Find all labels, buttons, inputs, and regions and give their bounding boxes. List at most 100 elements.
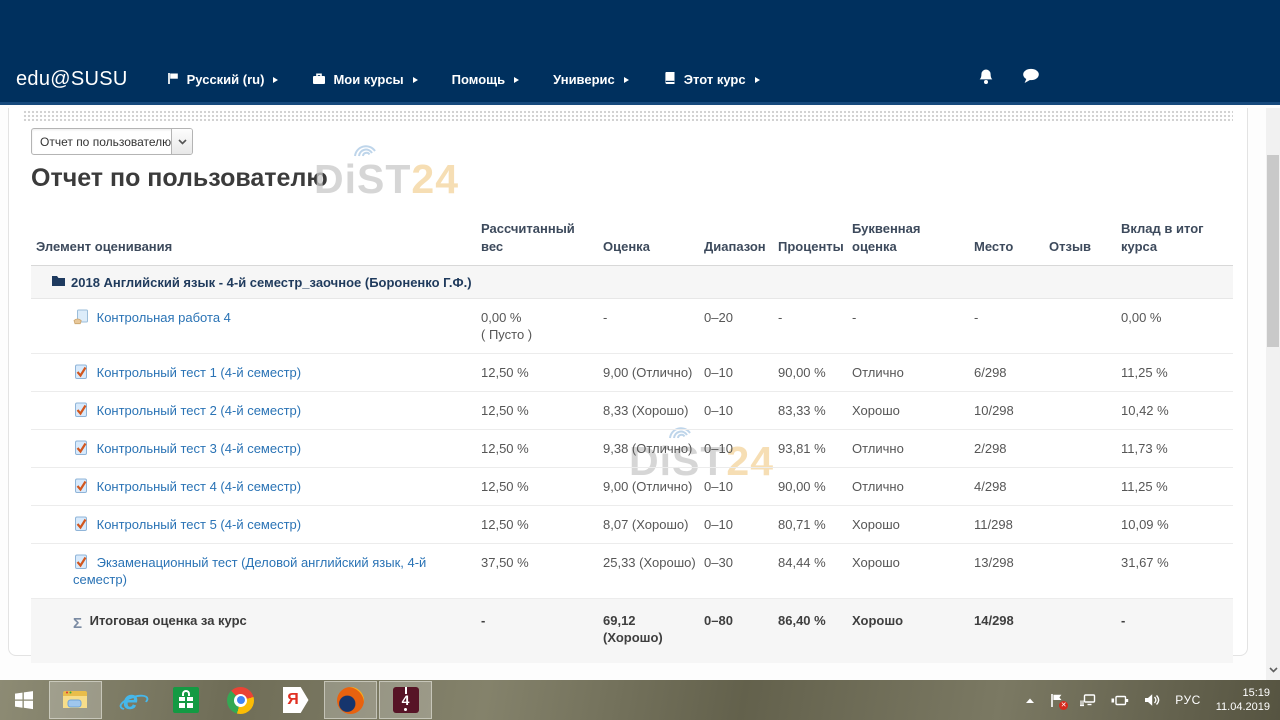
scrollbar-down-button[interactable] <box>1266 663 1280 677</box>
notifications-bell-icon[interactable] <box>978 68 994 90</box>
feedback-value <box>1049 506 1121 543</box>
signal-icon <box>354 145 376 157</box>
scrollbar-thumb[interactable] <box>1267 155 1279 347</box>
course-total-label: Итоговая оценка за курс <box>89 613 247 628</box>
letter-grade-value: Хорошо <box>852 403 900 418</box>
start-button[interactable] <box>1 681 47 719</box>
nav-univeris-menu[interactable]: Универис <box>536 64 646 95</box>
site-logo[interactable]: edu@SUSU <box>16 68 128 90</box>
grade-item-link[interactable]: Контрольная работа 4 <box>96 310 231 325</box>
weight-value: 12,50 % <box>481 365 529 380</box>
error-badge: ✕ <box>1059 700 1069 710</box>
quiz-icon <box>73 516 93 532</box>
table-row: Контрольный тест 3 (4-й семестр) 12,50 %… <box>31 430 1233 468</box>
contribution-value: 11,25 % <box>1121 365 1168 380</box>
internet-explorer-icon: e <box>122 685 139 715</box>
tray-time: 15:19 <box>1242 687 1270 699</box>
action-center-flag-icon[interactable]: ✕ <box>1050 693 1069 710</box>
firefox-icon <box>337 686 364 714</box>
grade-value: - <box>603 310 608 325</box>
contribution-value: - <box>1121 613 1126 628</box>
battery-icon[interactable] <box>1111 693 1129 708</box>
percent-value: 80,71 % <box>778 517 826 532</box>
vertical-scrollbar[interactable] <box>1266 108 1280 680</box>
quiz-icon <box>73 478 93 494</box>
chevron-down-icon <box>1268 667 1278 673</box>
file-explorer-icon <box>62 691 87 708</box>
messages-chat-icon[interactable] <box>1022 68 1040 90</box>
weight-value: 12,50 % <box>481 517 529 532</box>
taskbar-file-explorer[interactable] <box>49 681 102 719</box>
nav-univeris-label: Универис <box>553 72 615 87</box>
briefcase-icon <box>312 72 326 88</box>
range-value: 0–30 <box>704 555 733 570</box>
taskbar-microsoft-store[interactable] <box>159 681 212 719</box>
nav-help-menu[interactable]: Помощь <box>435 64 536 95</box>
rank-value: 4/298 <box>974 479 1007 494</box>
col-header-weight: Рассчитанный вес <box>481 221 575 254</box>
dotted-divider <box>23 110 1233 121</box>
col-header-contribution: Вклад в итог курса <box>1121 221 1204 254</box>
grade-value: 9,38 (Отлично) <box>603 441 693 456</box>
grade-item-link[interactable]: Контрольный тест 5 (4-й семестр) <box>96 517 302 532</box>
col-header-range: Диапазон <box>704 239 766 254</box>
letter-grade-value: Хорошо <box>852 613 904 628</box>
contribution-value: 11,25 % <box>1121 479 1168 494</box>
chrome-icon <box>227 686 254 714</box>
grade-item-link[interactable]: Контрольный тест 2 (4-й семестр) <box>96 403 302 418</box>
chevron-right-icon <box>623 76 629 83</box>
feedback-value <box>1049 468 1121 505</box>
assignment-icon <box>73 309 93 325</box>
report-type-select[interactable]: Отчет по пользователю <box>31 128 193 155</box>
language-indicator[interactable]: РУС <box>1175 693 1201 707</box>
table-row: Контрольный тест 1 (4-й семестр) 12,50 %… <box>31 354 1233 392</box>
grade-item-link[interactable]: Контрольный тест 1 (4-й семестр) <box>96 365 302 380</box>
grade-item-link[interactable]: Контрольный тест 4 (4-й семестр) <box>96 479 302 494</box>
range-value: 0–10 <box>704 365 733 380</box>
grade-item-link[interactable]: Экзаменационный тест (Деловой английский… <box>73 555 427 587</box>
col-header-item: Элемент оценивания <box>36 239 173 254</box>
weight-value: 37,50 % <box>481 555 529 570</box>
table-header-row: Элемент оценивания Рассчитанный вес Оцен… <box>31 220 1233 266</box>
windows-taskbar: e Я 4 ✕ РУС 15:19 11.04.2019 <box>0 680 1280 720</box>
feedback-value <box>1049 430 1121 467</box>
yandex-browser-icon: Я <box>282 687 309 713</box>
chevron-right-icon <box>273 76 279 83</box>
network-icon[interactable] <box>1079 693 1096 708</box>
feedback-value <box>1049 299 1121 353</box>
course-total-row: Σ Итоговая оценка за курс - 69,12 (Хорошо… <box>31 599 1233 663</box>
nav-this-course-label: Этот курс <box>683 72 746 87</box>
taskbar-internet-explorer[interactable]: e <box>104 681 157 719</box>
percent-value: 90,00 % <box>778 479 826 494</box>
letter-grade-value: Хорошо <box>852 555 900 570</box>
show-hidden-icons-button[interactable] <box>1025 697 1035 704</box>
letter-grade-value: Отлично <box>852 441 904 456</box>
download-manager-icon: 4 <box>392 687 419 713</box>
letter-grade-value: - <box>852 310 857 325</box>
nav-language-menu[interactable]: Русский (ru) <box>150 64 296 96</box>
rank-value: 6/298 <box>974 365 1007 380</box>
nav-my-courses-menu[interactable]: Мои курсы <box>295 64 434 96</box>
volume-icon[interactable] <box>1144 693 1160 707</box>
rank-value: 10/298 <box>974 403 1014 418</box>
grade-report-table: Элемент оценивания Рассчитанный вес Оцен… <box>31 220 1233 663</box>
taskbar-yandex-browser[interactable]: Я <box>269 681 322 719</box>
rank-value: 2/298 <box>974 441 1007 456</box>
taskbar-firefox[interactable] <box>324 681 377 719</box>
percent-value: 86,40 % <box>778 613 826 628</box>
contribution-value: 0,00 % <box>1121 310 1162 325</box>
nav-this-course-menu[interactable]: Этот курс <box>646 63 777 96</box>
col-header-percent: Проценты <box>778 239 844 254</box>
dist24-watermark: DiST24 <box>314 145 459 203</box>
taskbar-download-manager[interactable]: 4 <box>379 681 432 719</box>
chevron-down-icon <box>171 129 192 154</box>
taskbar-clock[interactable]: 15:19 11.04.2019 <box>1216 686 1270 714</box>
taskbar-google-chrome[interactable] <box>214 681 267 719</box>
range-value: 0–80 <box>704 613 733 628</box>
feedback-value <box>1049 354 1121 391</box>
category-row: 2018 Английский язык - 4-й семестр_заочн… <box>31 266 1233 299</box>
col-header-grade: Оценка <box>603 239 650 254</box>
letter-grade-value: Хорошо <box>852 517 900 532</box>
page-title: Отчет по пользователю <box>31 164 328 192</box>
grade-item-link[interactable]: Контрольный тест 3 (4-й семестр) <box>96 441 302 456</box>
